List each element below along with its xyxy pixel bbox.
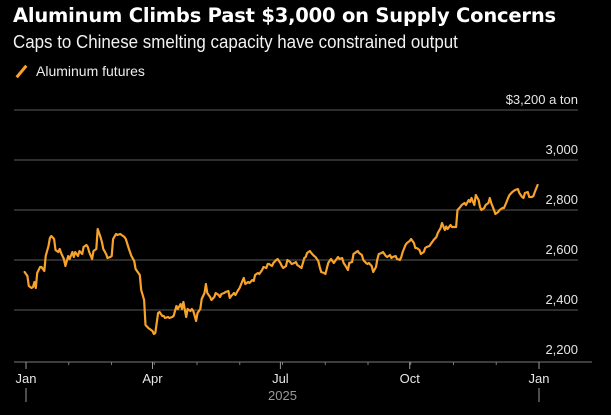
- y-tick-label: 3,000: [545, 142, 578, 157]
- legend-label: Aluminum futures: [36, 63, 145, 79]
- y-tick-label: 2,400: [545, 292, 578, 307]
- x-tick-label: Jan: [529, 371, 550, 386]
- x-tick-label: Jan: [16, 371, 37, 386]
- y-tick-label: 2,600: [545, 242, 578, 257]
- chart-subtitle: Caps to Chinese smelting capacity have c…: [13, 32, 458, 52]
- legend: Aluminum futures: [14, 63, 145, 79]
- series-line-aluminum-futures: [23, 183, 539, 336]
- x-tick-label: Apr: [142, 371, 163, 386]
- y-tick-label: 2,800: [545, 192, 578, 207]
- x-year-label: 2025: [268, 388, 297, 403]
- x-tick-label: Oct: [400, 371, 421, 386]
- y-unit-label: $3,200 a ton: [506, 92, 578, 107]
- x-tick-label: Jul: [272, 371, 289, 386]
- chart-title: Aluminum Climbs Past $3,000 on Supply Co…: [13, 4, 556, 27]
- y-tick-label: 2,200: [545, 342, 578, 357]
